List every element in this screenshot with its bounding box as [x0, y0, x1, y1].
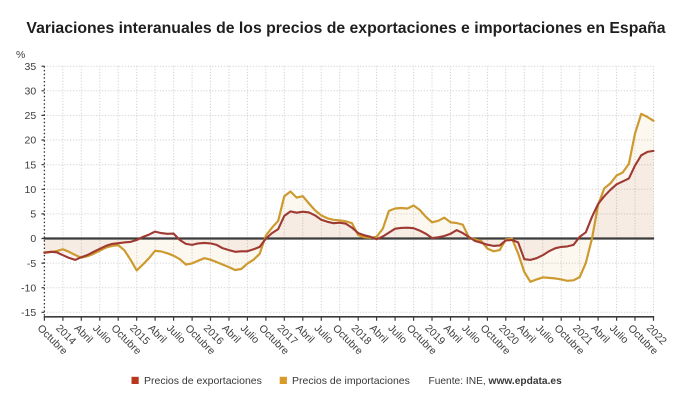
svg-text:0: 0 — [30, 233, 36, 245]
svg-text:10: 10 — [25, 184, 37, 196]
svg-text:Precios de exportaciones: Precios de exportaciones — [144, 375, 262, 387]
svg-text:20: 20 — [25, 135, 37, 147]
svg-text:30: 30 — [25, 86, 37, 98]
svg-text:-10: -10 — [21, 282, 36, 294]
svg-text:5: 5 — [30, 209, 36, 221]
svg-text:35: 35 — [25, 61, 37, 73]
svg-text:15: 15 — [25, 159, 37, 171]
svg-text:Precios de importaciones: Precios de importaciones — [292, 375, 410, 387]
svg-text:Variaciones interanuales de lo: Variaciones interanuales de los precios … — [26, 20, 665, 37]
svg-text:%: % — [16, 49, 25, 61]
svg-text:-5: -5 — [27, 258, 36, 270]
svg-text:-15: -15 — [21, 307, 36, 319]
svg-text:25: 25 — [25, 110, 37, 122]
svg-text:Fuente: INE, www.epdata.es: Fuente: INE, www.epdata.es — [429, 376, 563, 387]
